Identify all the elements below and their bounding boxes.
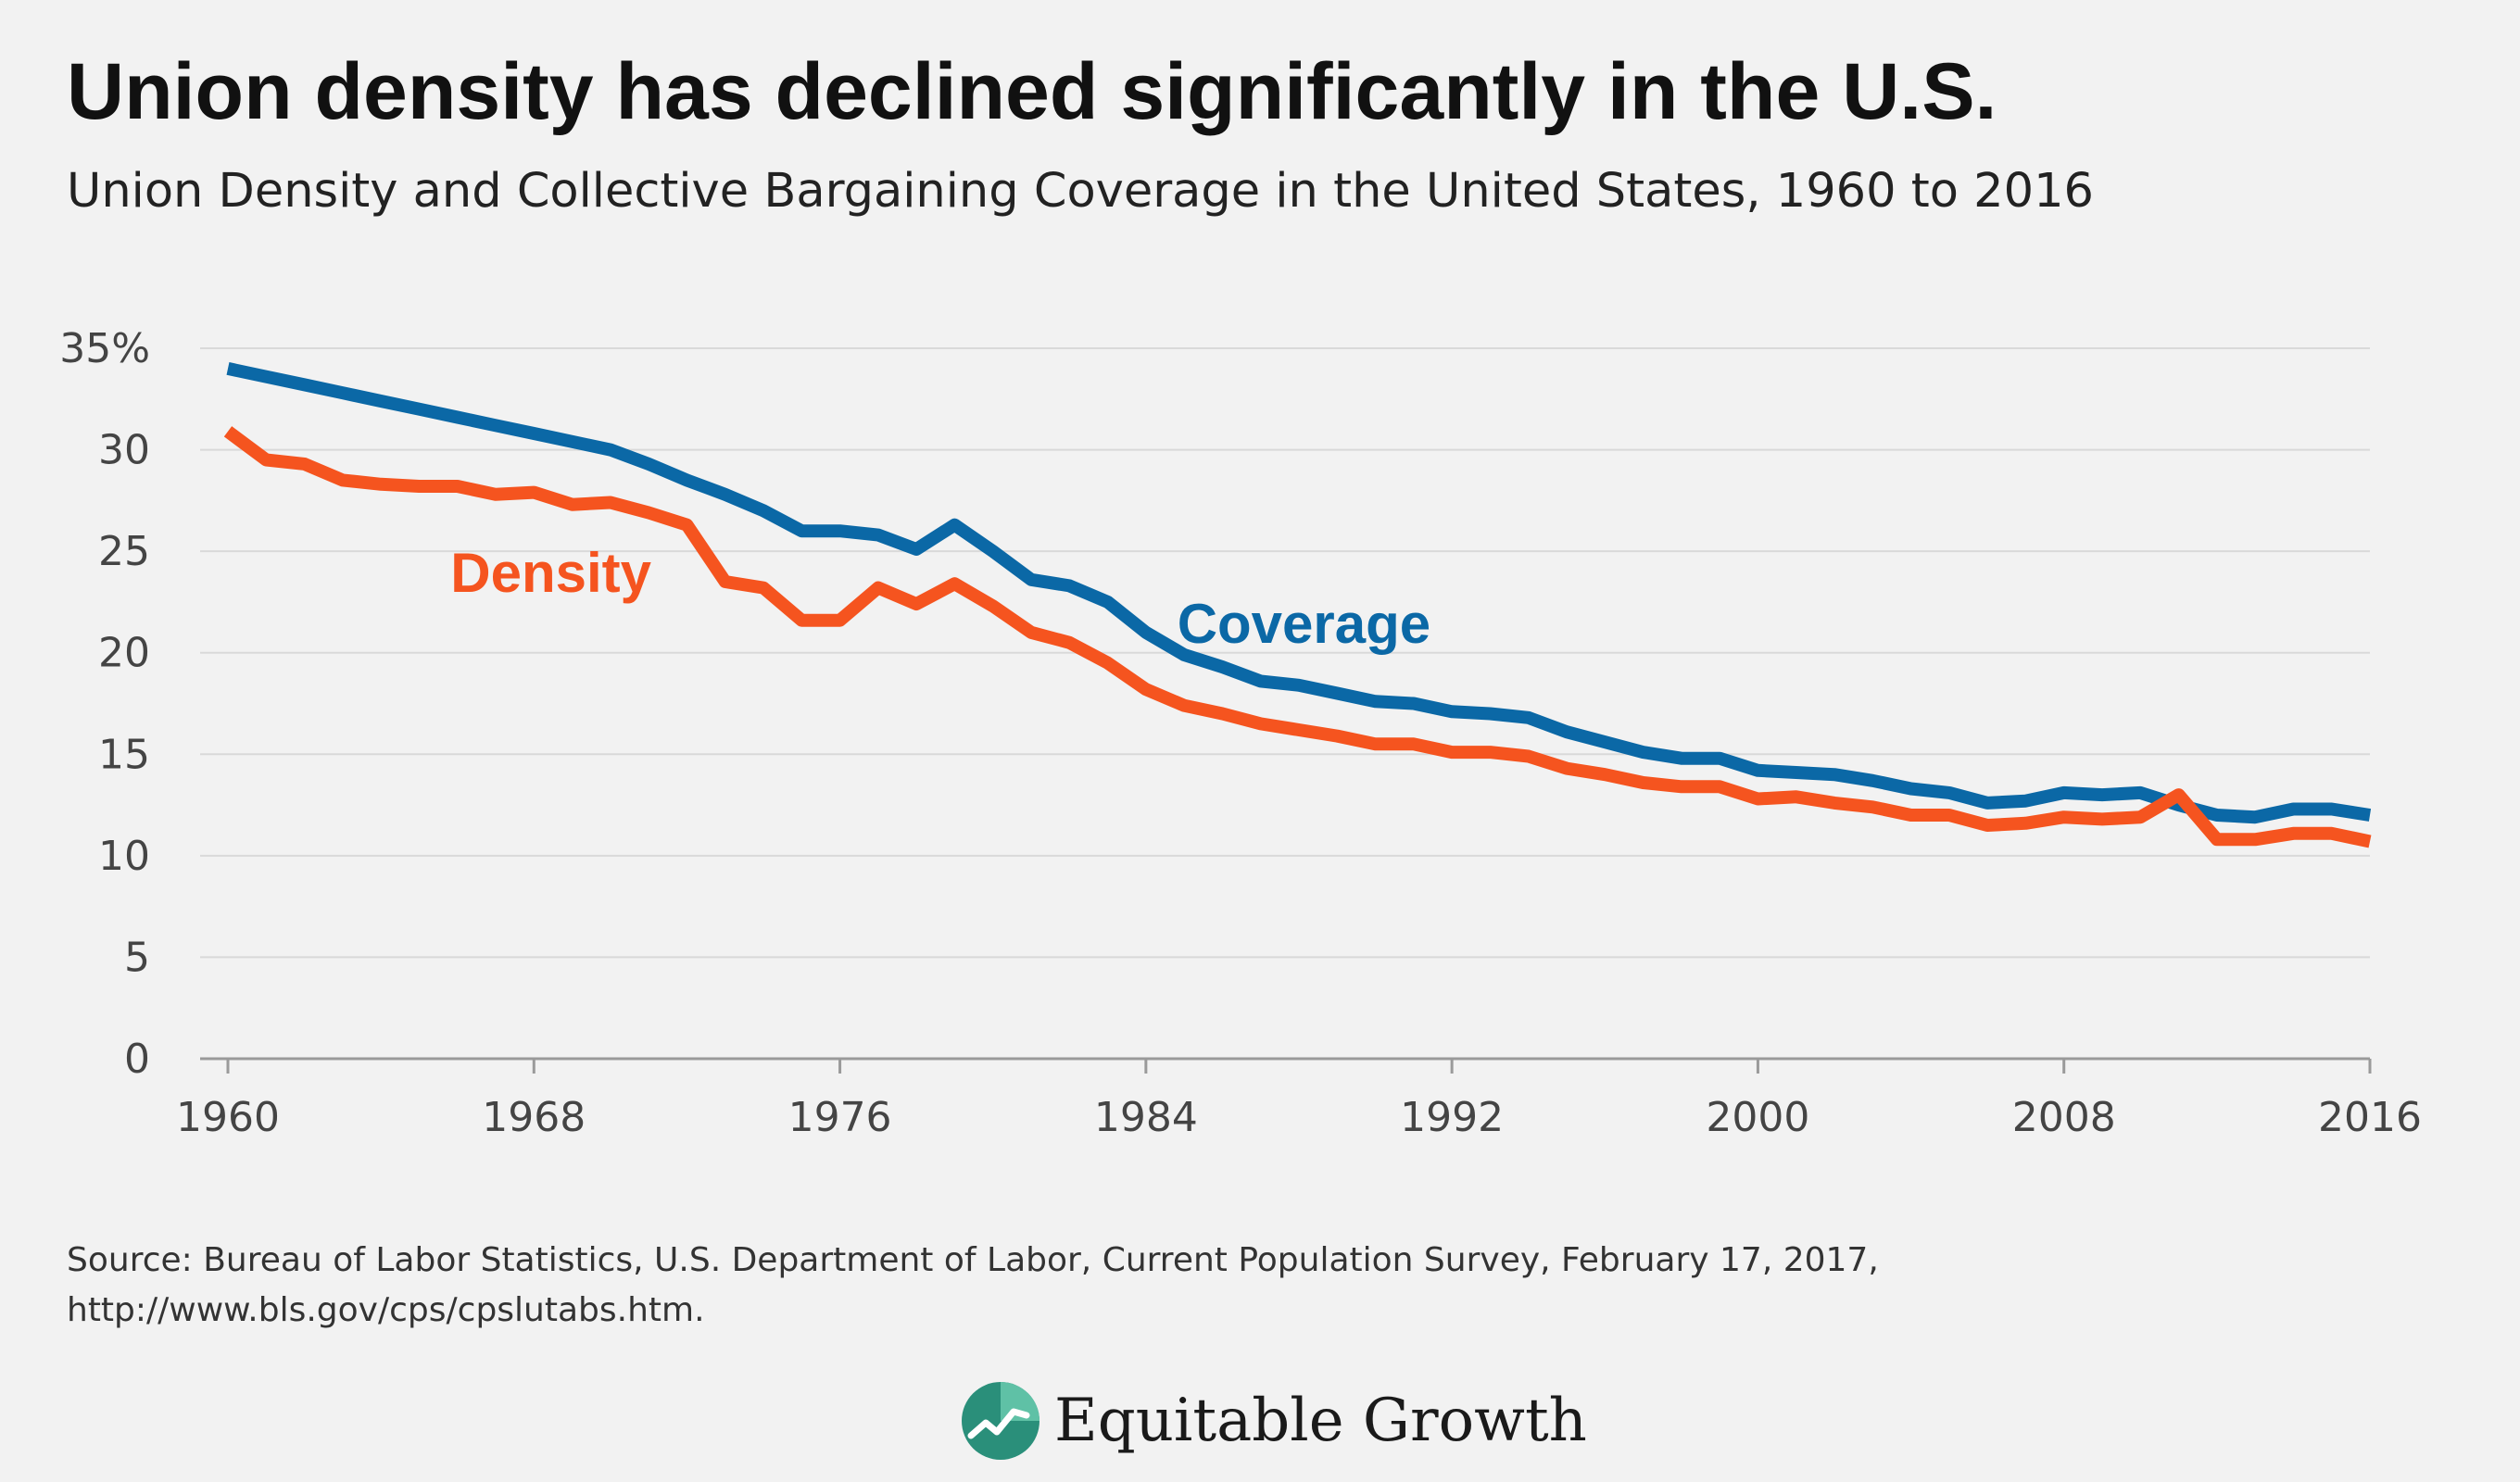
y-tick-label: 5 [124, 934, 150, 981]
y-tick-label: 0 [124, 1036, 150, 1083]
source-url: http://www.bls.gov/cps/cpslutabs.htm. [67, 1291, 705, 1329]
y-tick-label: 30 [98, 427, 150, 474]
x-tick-label: 1976 [788, 1094, 892, 1141]
y-tick-label: 15 [98, 731, 150, 778]
brand-name: Equitable Growth [1054, 1387, 1587, 1455]
y-tick-label: 35% [59, 325, 150, 372]
x-tick-label: 1984 [1094, 1094, 1198, 1141]
x-tick-label: 1968 [482, 1094, 586, 1141]
x-tick-label: 1992 [1400, 1094, 1504, 1141]
series-lines [223, 362, 2372, 848]
x-tick-label: 1960 [176, 1094, 280, 1141]
y-tick-label: 20 [98, 630, 150, 677]
series-annotations: Density Coverage [450, 542, 1430, 655]
x-tick-label: 2016 [2318, 1094, 2422, 1141]
series-line-coverage [226, 362, 2372, 824]
y-tick-label: 10 [98, 833, 150, 880]
chart-subtitle: Union Density and Collective Bargaining … [67, 164, 2094, 219]
line-chart: 0 5 10 15 20 25 30 35% 1960 1968 1976 1984 1992 2000… [59, 325, 2422, 1141]
series-label-density: Density [450, 542, 651, 604]
brand-logo-block: Equitable Growth [960, 1376, 1587, 1465]
y-axis-ticks: 0 5 10 15 20 25 30 35% [59, 325, 150, 1083]
rising-line-circle-icon [962, 1382, 1040, 1460]
x-axis-ticks: 1960 1968 1976 1984 1992 2000 2008 2016 [176, 1059, 2422, 1141]
grid-lines [200, 347, 2370, 1061]
source-line-1: Source: Bureau of Labor Statistics, U.S.… [67, 1241, 1879, 1279]
x-tick-label: 2008 [2012, 1094, 2116, 1141]
chart-title: Union density has declined significantly… [67, 47, 1997, 136]
y-tick-label: 25 [98, 528, 150, 575]
source-note: Source: Bureau of Labor Statistics, U.S.… [67, 1236, 2383, 1336]
series-label-coverage: Coverage [1178, 593, 1430, 655]
x-tick-label: 2000 [1706, 1094, 1809, 1141]
series-line-density [223, 426, 2372, 848]
